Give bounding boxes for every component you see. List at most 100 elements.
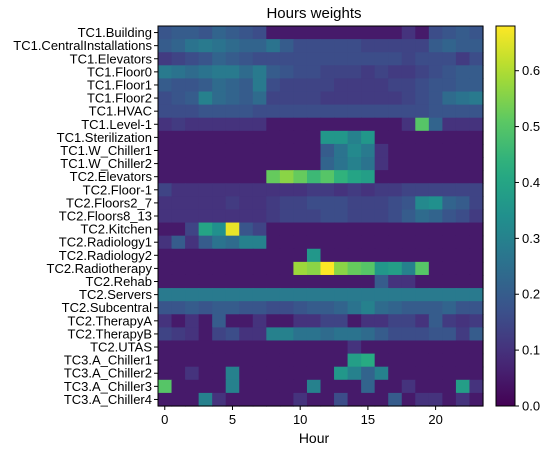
heatmap-cell bbox=[293, 353, 308, 368]
heatmap-cell bbox=[442, 65, 457, 80]
heatmap-cell bbox=[279, 39, 295, 53]
heatmap-cell bbox=[469, 143, 484, 158]
heatmap-cell bbox=[252, 130, 267, 145]
heatmap-cell bbox=[266, 261, 281, 276]
heatmap-cell bbox=[374, 209, 389, 224]
heatmap-cell bbox=[374, 301, 389, 315]
heatmap-cell bbox=[415, 235, 430, 250]
heatmap-cell bbox=[185, 196, 200, 211]
heatmap-cell bbox=[293, 314, 308, 328]
heatmap-cell bbox=[428, 340, 443, 355]
heatmap-cell bbox=[279, 261, 295, 276]
heatmap-cell bbox=[212, 104, 227, 119]
heatmap-cell bbox=[455, 196, 471, 211]
heatmap-cell bbox=[185, 274, 200, 289]
heatmap-cell bbox=[374, 366, 389, 381]
heatmap-cell bbox=[185, 52, 200, 66]
heatmap-cell bbox=[306, 196, 322, 211]
heatmap-cell bbox=[347, 222, 362, 237]
heatmap-cell bbox=[415, 52, 430, 66]
heatmap-cell bbox=[334, 39, 349, 53]
heatmap-cell bbox=[347, 157, 362, 171]
x-axis-ticks: 0 5 10 15 20 bbox=[161, 406, 443, 427]
heatmap-cell bbox=[185, 222, 200, 237]
heatmap-cell bbox=[239, 26, 254, 40]
heatmap-cell bbox=[388, 288, 403, 302]
heatmap-cell bbox=[388, 209, 403, 224]
heatmap-cell bbox=[374, 327, 389, 342]
heatmap-cell bbox=[225, 327, 240, 342]
heatmap-cell bbox=[252, 209, 267, 224]
heatmap-cell bbox=[158, 78, 173, 93]
heatmap-cell bbox=[361, 65, 376, 80]
heatmap-cell bbox=[415, 366, 430, 381]
heatmap-cell bbox=[347, 170, 362, 184]
heatmap-cell bbox=[442, 366, 457, 381]
heatmap-cell bbox=[334, 274, 349, 289]
heatmap-cell bbox=[266, 366, 281, 381]
heatmap-cell bbox=[428, 39, 443, 53]
heatmap-cell bbox=[320, 117, 335, 132]
heatmap-cell bbox=[185, 170, 200, 184]
heatmap-cell bbox=[293, 143, 308, 158]
heatmap-cell bbox=[401, 314, 416, 328]
heatmap-cell bbox=[455, 248, 471, 263]
heatmap-cell bbox=[428, 157, 443, 171]
heatmap-cell bbox=[415, 65, 430, 80]
heatmap-cell bbox=[225, 157, 240, 171]
heatmap-cell bbox=[239, 130, 254, 145]
heatmap-cell bbox=[388, 91, 403, 106]
heatmap-cell bbox=[185, 104, 200, 119]
heatmap-cell bbox=[428, 314, 443, 328]
heatmap-cell bbox=[428, 222, 443, 237]
heatmap-cell bbox=[334, 314, 349, 328]
heatmap-cell bbox=[225, 183, 240, 197]
heatmap-cell bbox=[293, 274, 308, 289]
heatmap-cell bbox=[293, 39, 308, 53]
heatmap-cell bbox=[442, 196, 457, 211]
heatmap-cell bbox=[306, 392, 322, 407]
heatmap-cell bbox=[442, 39, 457, 53]
heatmap-cell bbox=[347, 104, 362, 119]
heatmap-cell bbox=[158, 143, 173, 158]
heatmap-cell bbox=[428, 301, 443, 315]
heatmap-cell bbox=[442, 52, 457, 66]
colorbar-tick-label: 0.3 bbox=[522, 231, 540, 246]
heatmap-cell bbox=[293, 117, 308, 132]
heatmap-cell bbox=[415, 353, 430, 368]
heatmap-cell bbox=[198, 248, 213, 263]
heatmap-cell bbox=[239, 274, 254, 289]
heatmap-cell bbox=[469, 340, 484, 355]
heatmap-cell bbox=[361, 209, 376, 224]
heatmap-cell bbox=[279, 301, 295, 315]
heatmap-cell bbox=[334, 379, 349, 394]
heatmap-cell bbox=[361, 26, 376, 40]
heatmap-cell bbox=[442, 248, 457, 263]
colorbar bbox=[495, 25, 516, 407]
heatmap-cell bbox=[428, 130, 443, 145]
heatmap-cell bbox=[401, 379, 416, 394]
heatmap-cell bbox=[171, 91, 186, 106]
heatmap-cell bbox=[185, 392, 200, 407]
y-tick-label: TC3.A_Chiller3 bbox=[64, 379, 152, 394]
heatmap-cell bbox=[469, 52, 484, 66]
y-tick-label: TC1.CentralInstallations bbox=[13, 38, 152, 53]
heatmap-cell bbox=[320, 26, 335, 40]
heatmap-cell bbox=[320, 39, 335, 53]
heatmap-cell bbox=[171, 392, 186, 407]
heatmap-cell bbox=[306, 222, 322, 237]
heatmap-cell bbox=[306, 261, 322, 276]
heatmap-cell bbox=[374, 196, 389, 211]
heatmap-cell bbox=[334, 170, 349, 184]
heatmap-cell bbox=[469, 104, 484, 119]
heatmap-cell bbox=[252, 235, 267, 250]
heatmap-cell bbox=[401, 170, 416, 184]
heatmap-cell bbox=[171, 196, 186, 211]
heatmap-cell bbox=[293, 65, 308, 80]
heatmap-cell bbox=[266, 143, 281, 158]
heatmap-cell bbox=[401, 327, 416, 342]
heatmap-cell bbox=[361, 130, 376, 145]
heatmap-cell bbox=[212, 274, 227, 289]
heatmap-cell bbox=[198, 104, 213, 119]
row-labels: TC1.BuildingTC1.CentralInstallationsTC1.… bbox=[13, 25, 158, 407]
